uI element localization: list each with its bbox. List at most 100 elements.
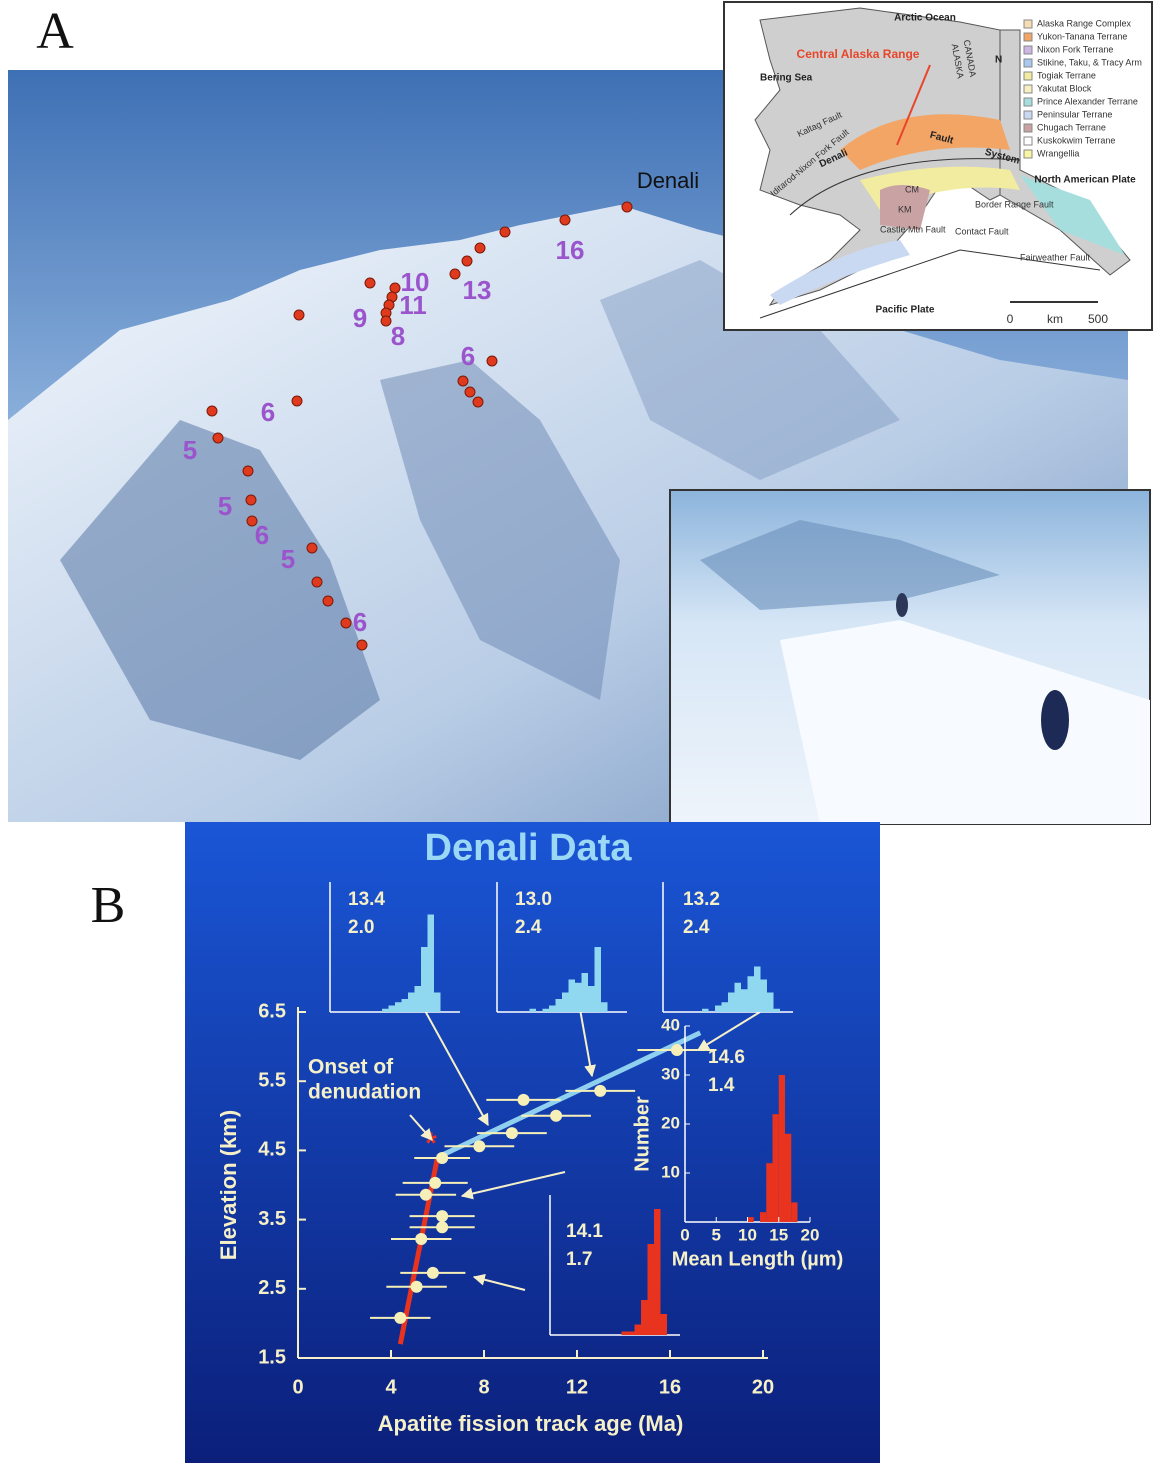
sample-site [306,542,318,554]
sample-site [364,277,376,289]
hist-bar [395,1002,402,1012]
sample-site [621,201,633,213]
map-fault [789,158,1021,216]
hist-bar [715,1005,722,1012]
sample-site [474,242,486,254]
hist-bar [741,989,748,1012]
sample-site [559,214,571,226]
hist-bar [728,992,735,1012]
hist-stat: 2.4 [683,917,710,938]
hist-bar [542,1008,549,1012]
hist-y-tick-label: 30 [661,1064,680,1083]
hist-bar [434,992,441,1012]
legend-swatch [1023,32,1033,42]
legend-label: Chugach Terrane [1037,122,1106,132]
hist-bar [401,999,408,1012]
hist-bar [575,982,582,1012]
sample-site [486,355,498,367]
hist-stat: 2.0 [348,917,374,938]
legend-label: Kuskokwim Terrane [1037,135,1115,145]
map-terrane [1020,175,1125,255]
hist-bar [760,1212,767,1222]
sample-age: 5 [218,491,232,521]
sample-age: 8 [391,321,405,351]
y-tick-label: 2.5 [258,1277,286,1299]
sample-age: 5 [183,435,197,465]
legend-label: Yukon-Tanana Terrane [1037,31,1127,41]
photo-ridge [700,520,1000,610]
legend-swatch [1023,149,1033,159]
sample-age: 13 [463,275,492,305]
sample-age: 6 [461,341,475,371]
hist-bar [594,947,601,1012]
legend-swatch [1023,84,1033,94]
chart-background [185,822,880,1463]
y-tick-label: 6.5 [258,1000,286,1022]
map-label: Bering Sea [760,73,813,84]
hist-bar [568,979,575,1012]
hist-bar [773,1008,780,1012]
onset-star: * [425,1127,437,1160]
hist-y-tick-label: 20 [661,1113,680,1132]
sample-site [293,309,305,321]
hist-bar [555,999,562,1012]
map-scale: 500 [1088,312,1108,326]
hist-bar [414,986,421,1012]
legend-swatch [1023,45,1033,55]
sample-site [242,465,254,477]
sample-age: 16 [556,235,585,265]
sample-age: 6 [261,397,275,427]
x-tick-label: 20 [752,1376,774,1398]
x-tick-label: 16 [659,1376,681,1398]
hist-x-title: Mean Length (µm) [672,1248,844,1270]
hist-bar [734,982,741,1012]
x-tick-label: 8 [478,1376,489,1398]
sample-site [291,395,303,407]
hist-x-tick-label: 15 [769,1225,788,1244]
y-tick-label: 5.5 [258,1069,286,1091]
data-point [436,1221,449,1234]
photo-ridge [380,360,620,700]
hist-bar [421,947,428,1012]
map-label: Castle Mtn Fault [880,224,946,234]
map-scale: km [1047,312,1063,326]
hist-bar [660,1314,667,1335]
legend-swatch [1023,19,1033,29]
data-point [429,1176,442,1189]
map-label: Pacific Plate [876,305,935,316]
chart-title: Denali Data [425,827,633,869]
y-tick-label: 3.5 [258,1208,286,1230]
hist-stat: 13.0 [515,889,552,910]
peak-label: Denali [637,168,699,193]
map-scale: 0 [1007,312,1014,326]
sample-age: 10 [401,267,430,297]
y-tick-label: 4.5 [258,1139,286,1161]
x-tick-label: 0 [292,1376,303,1398]
annotation: Onset of [308,1056,394,1079]
legend-label: Alaska Range Complex [1037,18,1132,28]
hist-y-title: Number [631,1096,653,1172]
map-terrane [880,185,930,230]
legend-label: Togiak Terrane [1037,70,1096,80]
legend-swatch [1023,97,1033,107]
hist-bar [702,1008,709,1012]
arrow [472,1273,526,1291]
panel-label: A [36,3,74,60]
fit-line [436,1030,702,1160]
hist-bar [791,1202,798,1222]
hist-bar [634,1324,641,1335]
hist-y-tick-label: 40 [661,1015,680,1034]
hist-bar [747,1217,754,1222]
sample-site [457,375,469,387]
sample-site [356,639,368,651]
hist-stat: 1.4 [708,1075,735,1096]
sample-site [206,405,218,417]
data-point [550,1109,563,1122]
sample-site [311,576,323,588]
hist-bar [388,1005,395,1012]
data-point [426,1266,439,1279]
hist-stat: 2.4 [515,917,542,938]
arrow [696,1011,761,1051]
sample-site [246,515,258,527]
